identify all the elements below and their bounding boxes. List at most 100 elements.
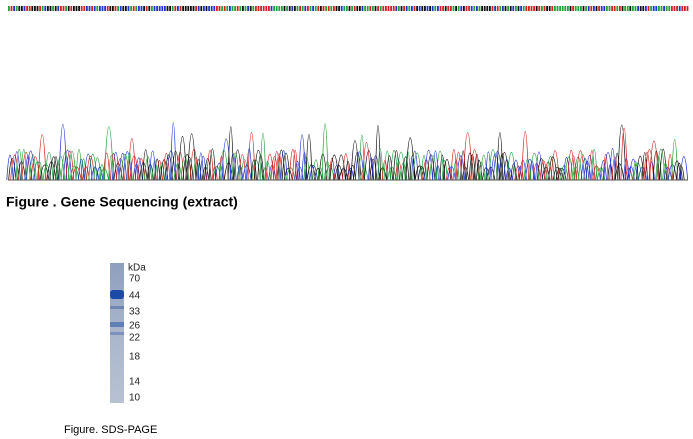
- base-glyph: [569, 6, 572, 11]
- base-glyph: [455, 6, 457, 11]
- peak: [521, 130, 529, 181]
- peak: [485, 151, 492, 181]
- base-glyph: [637, 6, 639, 11]
- base-glyph: [476, 6, 478, 11]
- peak: [262, 166, 269, 181]
- peak: [298, 134, 306, 181]
- peak: [369, 158, 378, 181]
- peak: [555, 167, 564, 181]
- peak: [58, 124, 68, 181]
- peak: [611, 156, 619, 181]
- base-glyph: [613, 6, 616, 11]
- peak: [675, 162, 683, 181]
- base-glyph: [130, 6, 132, 11]
- peak: [36, 161, 43, 181]
- peak: [592, 165, 601, 181]
- peak: [386, 155, 393, 181]
- base-glyph: [369, 6, 372, 11]
- peak: [375, 125, 381, 181]
- base-glyph: [639, 6, 642, 11]
- base-glyph: [387, 6, 390, 11]
- base-glyph: [283, 6, 286, 11]
- chromatogram: [6, 122, 689, 181]
- peak: [578, 154, 588, 181]
- base-glyph: [465, 6, 468, 11]
- peak: [279, 150, 288, 181]
- peak: [305, 134, 313, 181]
- gel-band: [110, 332, 124, 335]
- peak: [652, 150, 660, 181]
- base-glyph: [660, 6, 663, 11]
- peak: [127, 138, 136, 181]
- base-glyph: [598, 6, 600, 11]
- peak: [294, 160, 301, 181]
- base-glyph: [416, 6, 418, 11]
- base-glyph: [62, 6, 65, 11]
- base-glyph: [304, 6, 307, 11]
- peak: [26, 150, 36, 181]
- base-glyph: [486, 6, 489, 11]
- peak: [317, 167, 324, 181]
- peak: [656, 148, 666, 181]
- gel-band: [110, 306, 124, 309]
- base-glyph: [252, 6, 255, 11]
- base-glyph: [658, 6, 660, 11]
- base-glyph: [140, 6, 143, 11]
- base-glyph: [460, 6, 463, 11]
- base-glyph: [83, 6, 86, 11]
- base-glyph: [112, 6, 114, 11]
- base-glyph: [31, 6, 34, 11]
- peak: [460, 150, 466, 181]
- base-glyph: [608, 6, 611, 11]
- base-glyph: [86, 6, 88, 11]
- base-glyph: [52, 6, 54, 11]
- base-glyph: [205, 6, 208, 11]
- peak: [505, 167, 513, 181]
- base-glyph: [195, 6, 197, 11]
- peak: [143, 156, 153, 181]
- base-glyph: [93, 6, 96, 11]
- base-glyph: [78, 6, 80, 11]
- base-glyph: [676, 6, 678, 11]
- base-glyph: [135, 6, 138, 11]
- marker-label: 22: [129, 333, 141, 344]
- peak: [503, 158, 511, 181]
- peak: [410, 150, 419, 181]
- base-glyph: [10, 6, 13, 11]
- peak: [405, 137, 415, 181]
- base-glyph: [119, 6, 122, 11]
- base-glyph: [216, 6, 218, 11]
- base-glyph: [231, 6, 234, 11]
- base-glyph: [281, 6, 283, 11]
- peak: [573, 156, 583, 181]
- base-glyph: [403, 6, 405, 11]
- base-glyph: [117, 6, 119, 11]
- base-glyph: [530, 6, 533, 11]
- base-glyph: [382, 6, 385, 11]
- base-glyph: [684, 6, 686, 11]
- base-glyph: [489, 6, 491, 11]
- base-glyph: [426, 6, 429, 11]
- peak: [445, 167, 453, 181]
- base-glyph: [366, 6, 369, 11]
- base-glyph: [182, 6, 184, 11]
- base-glyph: [655, 6, 658, 11]
- peak: [332, 165, 341, 181]
- base-glyph: [517, 6, 520, 11]
- base-glyph: [270, 6, 273, 11]
- peak: [214, 162, 224, 181]
- base-glyph: [8, 6, 10, 11]
- base-glyph: [164, 6, 166, 11]
- sequence-strip: [8, 6, 689, 11]
- base-glyph: [554, 6, 556, 11]
- peak: [296, 166, 304, 181]
- base-glyph: [491, 6, 494, 11]
- peak: [259, 132, 267, 181]
- peak: [353, 152, 362, 181]
- peak: [257, 154, 265, 181]
- peak: [265, 154, 275, 181]
- peak: [546, 156, 555, 181]
- base-glyph: [509, 6, 512, 11]
